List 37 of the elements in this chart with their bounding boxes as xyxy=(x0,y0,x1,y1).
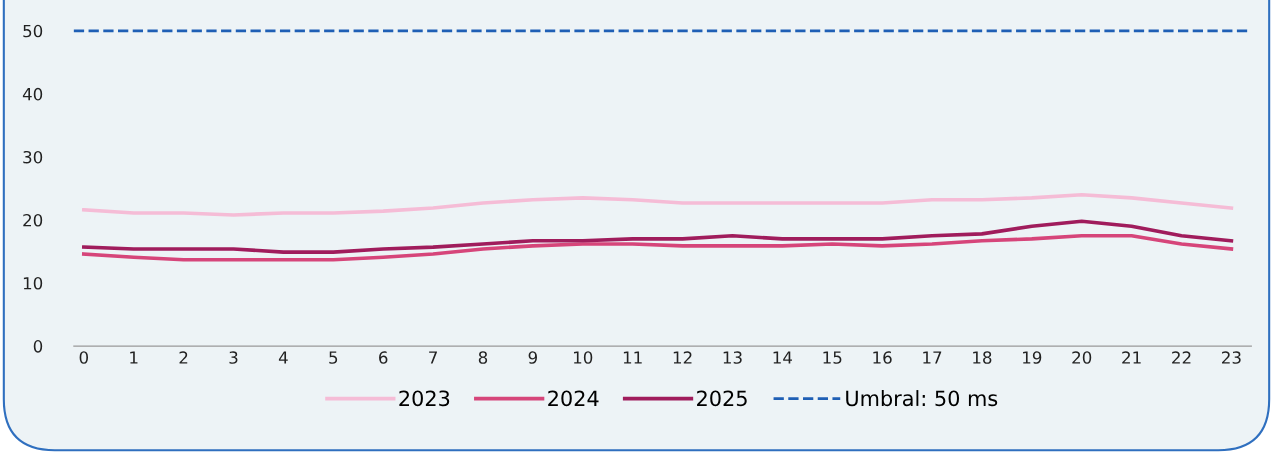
x-tick-label: 11 xyxy=(623,351,642,364)
legend-label: Umbral: 50 ms xyxy=(846,390,998,407)
x-tick-label: 7 xyxy=(429,351,437,364)
y-tick-label: 50 xyxy=(23,24,43,38)
x-tick-label: 17 xyxy=(923,351,942,364)
x-tick-label: 22 xyxy=(1172,351,1191,364)
x-tick-label: 20 xyxy=(1072,351,1092,364)
x-tick-label: 16 xyxy=(873,351,892,364)
line-series xyxy=(82,192,1234,217)
x-tick-label: 9 xyxy=(528,351,537,364)
legend-label: 2024 xyxy=(548,390,599,407)
line-series xyxy=(82,219,1234,254)
x-tick-label: 23 xyxy=(1222,351,1241,364)
x-tick-label: 0 xyxy=(79,351,89,364)
legend-label: 2025 xyxy=(697,390,747,407)
x-tick-label: 3 xyxy=(229,351,238,364)
x-tick-label: 5 xyxy=(329,351,338,364)
y-tick-label: 10 xyxy=(23,277,43,290)
y-tick-label: 20 xyxy=(23,213,43,227)
x-tick-label: 4 xyxy=(278,351,288,364)
x-tick-label: 2 xyxy=(179,351,188,364)
x-tick-label: 6 xyxy=(379,351,388,364)
x-tick-label: 12 xyxy=(673,351,692,364)
line-series xyxy=(82,233,1234,262)
x-tick-label: 21 xyxy=(1122,351,1141,364)
x-tick-label: 19 xyxy=(1023,351,1042,364)
legend-label: 2023 xyxy=(399,390,450,407)
y-tick-label: 40 xyxy=(22,87,43,101)
x-tick-label: 15 xyxy=(823,351,842,364)
y-tick-label: 30 xyxy=(23,150,43,164)
x-tick-label: 18 xyxy=(973,351,992,364)
y-tick-label: 0 xyxy=(33,340,43,353)
x-tick-label: 13 xyxy=(723,351,742,364)
x-tick-label: 14 xyxy=(773,351,793,364)
x-tick-label: 10 xyxy=(573,351,593,364)
x-tick-label: 1 xyxy=(130,351,138,364)
x-tick-label: 8 xyxy=(478,351,488,364)
